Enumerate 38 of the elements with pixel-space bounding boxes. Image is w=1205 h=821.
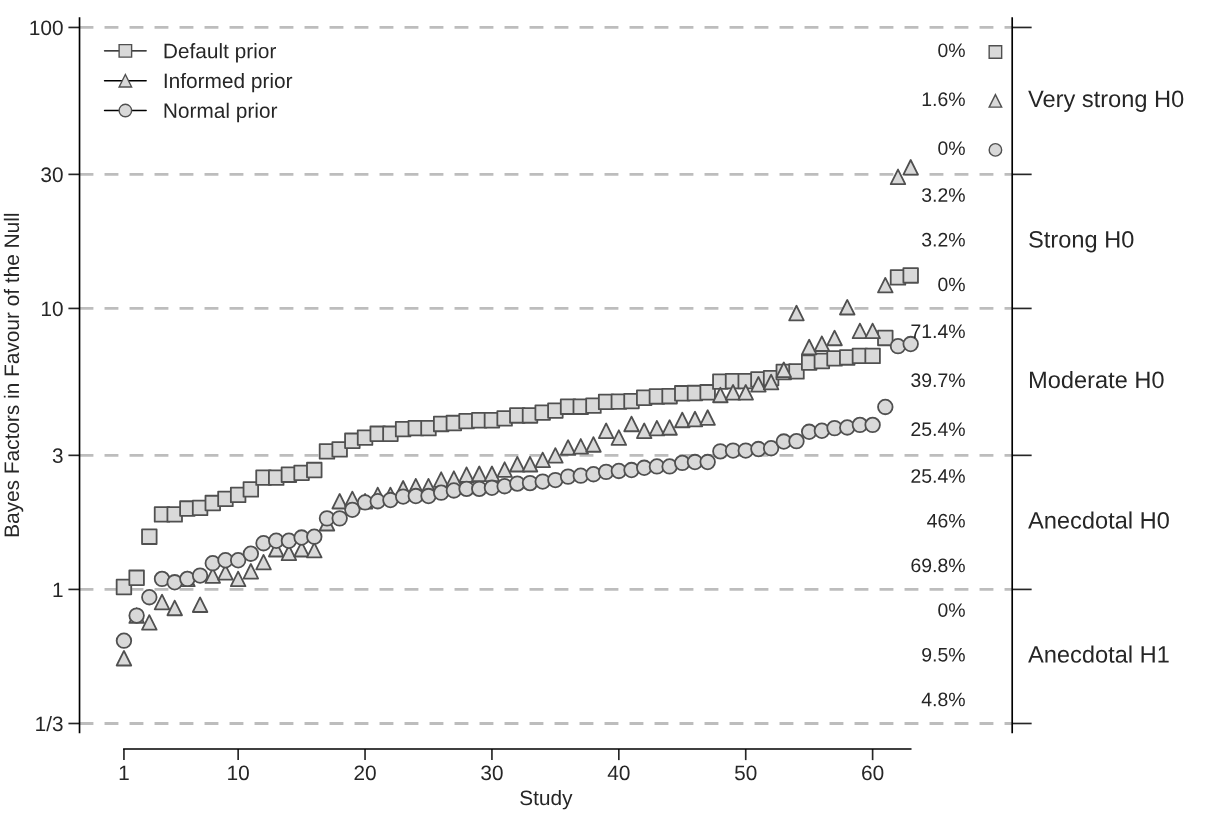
x-tick-label: 60 [862, 765, 884, 781]
y-tick-label: 3 [52, 448, 63, 464]
annotation: 3.2% [921, 232, 965, 247]
annotation: 3.2% [921, 188, 965, 202]
x-tick-label: 20 [354, 765, 376, 781]
x-tick-label: 10 [228, 765, 249, 781]
annotation: 0% [938, 141, 965, 156]
x-tick-label: 1 [119, 765, 129, 781]
y-tick-label: 100 [30, 20, 63, 36]
annotation: 46% [927, 513, 965, 528]
legend-label: Informed prior [164, 72, 293, 93]
annotation: 1.6% [922, 92, 965, 107]
annotation: 0% [938, 43, 965, 58]
text: Moderate H0 [1029, 370, 1164, 389]
y-axis-title: Bayes Factors in Favour of the Null [3, 213, 24, 537]
y-tick-label: 30 [41, 167, 63, 183]
y-tick-label: 10 [41, 301, 63, 317]
y-tick-label: 1 [53, 582, 63, 597]
annotation: 39.7% [911, 373, 965, 388]
text: Very strong H0 [1028, 90, 1184, 112]
annotation: 9.5% [922, 647, 965, 662]
text: Strong H0 [1029, 231, 1134, 253]
annotation: 71.4% [911, 324, 965, 339]
legend-label: Default prior [164, 43, 276, 63]
text: Anecdotal H0 [1028, 511, 1169, 529]
x-tick-label: 50 [734, 765, 757, 781]
annotation: 0% [938, 603, 965, 617]
x-tick-label: 30 [481, 765, 503, 781]
legend-label: Normal prior [164, 102, 278, 123]
annotation: 25.4% [911, 469, 965, 483]
annotation: 25.4% [911, 422, 965, 437]
text: Anecdotal H1 [1028, 645, 1169, 663]
annotation: 4.8% [921, 692, 965, 707]
x-tick-label: 40 [607, 765, 630, 781]
annotation: 0% [938, 277, 965, 292]
x-axis-title: Study [520, 789, 573, 810]
y-tick-label: 1/3 [36, 715, 63, 732]
annotation: 69.8% [911, 558, 965, 573]
